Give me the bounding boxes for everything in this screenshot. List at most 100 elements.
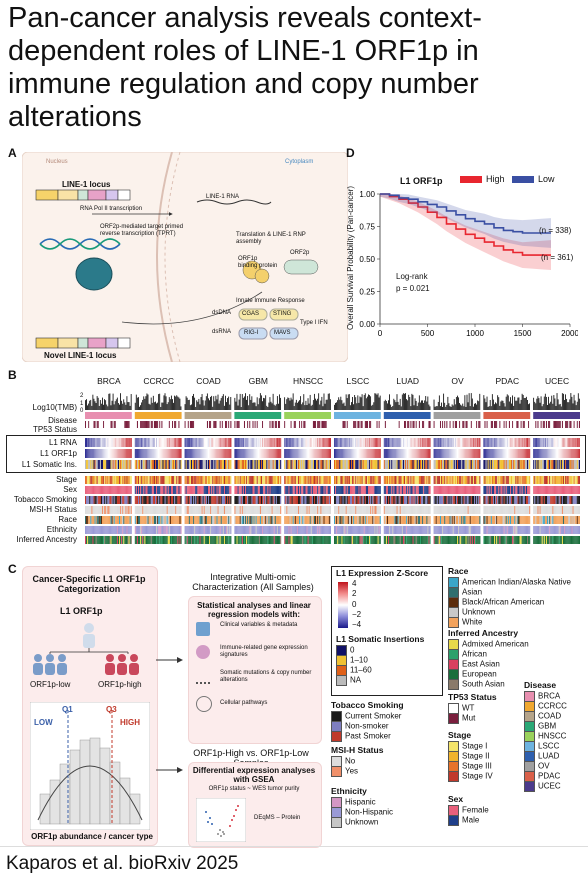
- l1rna-cell: [215, 438, 217, 447]
- ethnicity-cell: [460, 526, 462, 534]
- tp53-cell: [210, 421, 212, 428]
- stage-cell: [353, 476, 355, 484]
- orf1p-cell: [111, 449, 113, 458]
- msi-cell: [385, 506, 387, 514]
- tmb-bar: [352, 396, 353, 410]
- tp53-cell: [470, 421, 472, 428]
- stage-cell: [497, 476, 499, 484]
- somatic-cell: [437, 460, 439, 469]
- sex-cell: [108, 486, 110, 494]
- race-cell: [464, 516, 466, 524]
- msi-cell: [307, 506, 309, 514]
- tp53-cell: [270, 421, 272, 428]
- tp53-cell: [264, 421, 266, 428]
- race-cell: [273, 516, 275, 524]
- ethnicity-cell: [95, 526, 97, 534]
- orf1p-cell: [278, 449, 280, 458]
- somatic-cell: [274, 460, 276, 469]
- ethnicity-cell: [291, 526, 293, 534]
- somatic-cell: [85, 460, 87, 469]
- tmb-bar: [222, 394, 224, 410]
- tmb-bar: [273, 404, 275, 410]
- tmb-bar: [309, 394, 311, 410]
- ethnicity-cell: [334, 526, 336, 534]
- stage-cell: [393, 476, 395, 484]
- tp53-cell: [455, 421, 457, 428]
- msi-cell: [163, 506, 165, 514]
- tmb-bar: [271, 403, 273, 410]
- ancestry-cell: [406, 536, 408, 544]
- ethnicity-cell: [186, 526, 188, 534]
- smoking-cell: [137, 496, 140, 504]
- msi-cell: [529, 506, 531, 514]
- sex-cell: [298, 486, 300, 494]
- tp53-cell: [393, 421, 395, 428]
- smoking-cell: [264, 496, 266, 504]
- somatic-cell: [506, 460, 508, 469]
- msi-cell: [196, 506, 198, 514]
- tp53-cell: [328, 421, 330, 428]
- l1rna-cell: [549, 438, 551, 447]
- km-ytick-label: 0.25: [359, 288, 375, 297]
- orf1p-cell: [134, 449, 136, 458]
- somatic-cell: [304, 460, 306, 469]
- l1rna-cell: [175, 438, 177, 447]
- stage-cell: [91, 476, 93, 484]
- stage-cell: [397, 476, 399, 484]
- ancestry-cell: [127, 536, 129, 544]
- sex-cell: [301, 486, 303, 494]
- tp53-cell: [414, 421, 416, 428]
- l1rna-cell: [275, 438, 277, 447]
- stage-cell: [524, 476, 526, 484]
- ancestry-cell: [512, 536, 514, 544]
- orf1p-cell: [513, 449, 515, 458]
- msi-cell: [219, 506, 221, 514]
- stage-cell: [284, 476, 286, 484]
- ancestry-cell: [409, 536, 411, 544]
- sex-cell: [264, 486, 266, 494]
- somatic-cell: [369, 460, 371, 469]
- ancestry-cell: [205, 536, 207, 544]
- race-cell: [308, 516, 310, 524]
- race-cell: [128, 516, 130, 524]
- race-cell: [260, 516, 263, 524]
- tmb-bar: [260, 395, 262, 410]
- disease-bar: [134, 412, 182, 419]
- somatic-cell: [462, 460, 464, 469]
- stage-cell: [296, 476, 299, 484]
- tp53-cell: [127, 421, 129, 428]
- l1rna-cell: [460, 438, 462, 447]
- msi-cell: [126, 506, 128, 514]
- stage-cell: [388, 476, 390, 484]
- somatic-cell: [501, 460, 503, 469]
- orf1p-cell: [108, 449, 110, 458]
- race-cell: [475, 516, 477, 524]
- ancestry-cell: [451, 536, 453, 544]
- row-label-ethnicity: Ethnicity: [46, 525, 77, 534]
- tp53-cell: [486, 421, 488, 428]
- smoking-cell: [411, 496, 413, 504]
- ancestry-cell: [371, 536, 373, 544]
- stage-cell: [463, 476, 465, 484]
- ancestry-cell: [362, 536, 364, 544]
- orf1p-cell: [123, 449, 125, 458]
- stage-cell: [173, 476, 175, 484]
- disease-bar: [184, 412, 232, 419]
- ancestry-cell: [262, 536, 264, 544]
- orf1p-cell: [295, 449, 297, 458]
- tmb-bar: [344, 405, 346, 410]
- stage-cell: [459, 476, 461, 484]
- ethnicity-cell: [288, 526, 290, 534]
- ethnicity-cell: [470, 526, 472, 534]
- stage-cell: [457, 476, 459, 484]
- sex-cell: [230, 486, 232, 494]
- msi-cell: [139, 506, 141, 514]
- ethnicity-cell: [128, 526, 130, 534]
- race-cell: [194, 516, 196, 524]
- l1rna-cell: [429, 438, 431, 447]
- tp53-cell: [378, 421, 380, 428]
- ethnicity-cell: [152, 526, 154, 534]
- stage-cell: [424, 476, 426, 484]
- tmb-bar: [508, 401, 510, 410]
- smoking-cell: [204, 496, 206, 504]
